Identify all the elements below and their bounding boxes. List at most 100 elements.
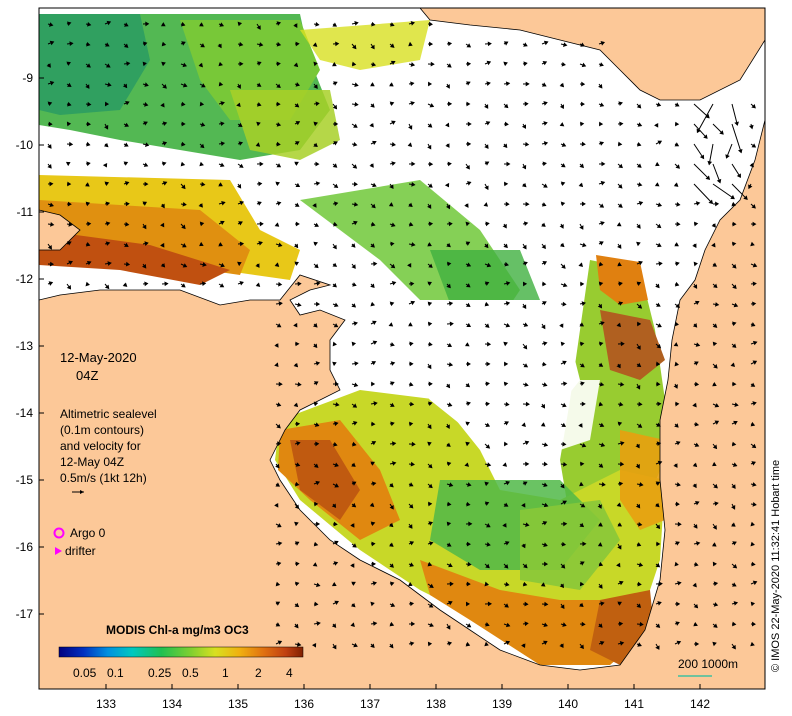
velocity-arrow-head (218, 61, 223, 67)
velocity-arrow-head (750, 641, 755, 647)
velocity-arrow-head (676, 640, 682, 646)
velocity-arrow-head (294, 504, 300, 510)
velocity-arrow-head (49, 202, 54, 207)
velocity-arrow-head (616, 502, 622, 507)
velocity-arrow-head (445, 143, 450, 148)
velocity-arrow-head (411, 181, 416, 187)
velocity-arrow-head (350, 563, 355, 568)
velocity-arrow-head (751, 561, 756, 567)
velocity-arrow-head (485, 563, 490, 569)
velocity-arrow-head (541, 222, 546, 227)
velocity-arrow-head (484, 301, 490, 307)
velocity-arrow-head (598, 522, 603, 527)
velocity-arrow-head (275, 463, 280, 469)
velocity-arrow-head (428, 263, 433, 268)
velocity-arrow-head (276, 402, 282, 407)
velocity-arrow-head (428, 603, 434, 608)
velocity-arrow-head (258, 241, 263, 246)
velocity-arrow-head (654, 182, 660, 187)
velocity-arrow-head (597, 504, 602, 509)
velocity-arrow-head (390, 421, 395, 427)
velocity-arrow-head (563, 42, 568, 47)
velocity-arrow-head (658, 581, 663, 587)
velocity-arrow-head (736, 173, 741, 179)
velocity-arrow-head (428, 21, 433, 27)
velocity-arrow-head (371, 541, 376, 547)
velocity-arrow-head (445, 424, 450, 429)
velocity-arrow-head (104, 181, 110, 186)
velocity-arrow-head (160, 22, 166, 27)
velocity-arrow-head (712, 262, 718, 267)
velocity-arrow-head (484, 161, 490, 166)
velocity-arrow-head (562, 441, 567, 447)
colorbar-title: MODIS Chl-a mg/m3 OC3 (106, 623, 249, 637)
velocity-arrow-head (411, 242, 416, 247)
velocity-arrow-head (523, 563, 528, 569)
velocity-arrow-head (104, 101, 110, 107)
velocity-arrow-head (427, 144, 432, 150)
velocity-arrow-head (293, 362, 299, 368)
velocity-arrow-head (160, 263, 166, 268)
velocity-arrow-head (85, 84, 90, 89)
velocity-arrow-head (143, 162, 149, 167)
velocity-arrow-head (370, 243, 375, 248)
velocity-arrow-head (676, 601, 681, 607)
velocity-arrow-head (675, 121, 680, 127)
velocity-arrow-head (503, 564, 509, 569)
velocity-arrow-head (295, 561, 300, 567)
velocity-arrow-head (162, 121, 168, 126)
velocity-arrow-head (657, 460, 663, 466)
velocity-arrow-head (218, 182, 223, 187)
velocity-arrow-head (87, 101, 92, 107)
velocity-arrow (708, 143, 714, 165)
velocity-arrow-head (238, 163, 244, 168)
velocity-arrow-head (408, 222, 414, 227)
velocity-arrow-head (351, 462, 356, 467)
velocity-arrow-head (48, 22, 54, 27)
velocity-arrow-head (639, 621, 644, 627)
velocity-arrow-head (731, 343, 737, 348)
velocity-arrow-head (199, 143, 205, 149)
velocity-arrow-head (543, 461, 548, 467)
velocity-arrow-head (465, 342, 470, 347)
velocity-arrow-head (410, 62, 416, 67)
velocity-arrow-head (409, 541, 415, 546)
velocity-arrow-head (427, 321, 433, 327)
velocity-arrow-head (295, 41, 300, 47)
velocity-arrow-head (711, 242, 716, 248)
velocity-arrow-head (559, 82, 565, 88)
velocity-arrow-head (563, 521, 568, 527)
velocity-arrow-head (390, 263, 396, 269)
velocity-arrow-head (219, 22, 225, 27)
velocity-arrow-head (466, 322, 472, 327)
velocity-arrow-head (350, 622, 355, 628)
velocity-arrow-head (257, 201, 262, 206)
lat-tick-label: -10 (16, 138, 34, 152)
velocity-arrow-head (732, 462, 738, 467)
velocity-arrow-head (599, 62, 604, 67)
velocity-arrow-head (353, 642, 358, 648)
velocity-arrow-head (543, 382, 548, 387)
velocity-arrow-head (410, 641, 415, 646)
velocity-arrow-head (430, 61, 435, 67)
velocity-arrow-head (446, 242, 451, 248)
velocity-arrow-head (312, 562, 318, 567)
velocity-arrow-head (354, 101, 359, 107)
velocity-arrow-head (180, 21, 186, 27)
velocity-arrow-head (410, 401, 415, 407)
velocity-arrow-head (333, 141, 338, 146)
velocity-arrow-head (543, 101, 548, 106)
velocity-arrow-head (751, 143, 757, 148)
velocity-arrow-head (332, 163, 338, 168)
velocity-arrow-head (314, 501, 319, 507)
velocity-arrow-head (542, 521, 548, 526)
velocity-arrow-head (712, 323, 718, 328)
velocity-arrow-head (743, 195, 748, 201)
velocity-arrow-head (354, 361, 359, 366)
velocity-arrow-head (408, 524, 413, 529)
velocity-arrow-head (276, 61, 281, 67)
velocity-arrow-head (276, 41, 282, 47)
velocity-arrow-head (635, 503, 641, 509)
velocity-arrow-head (561, 142, 567, 147)
velocity-arrow-head (505, 581, 510, 587)
